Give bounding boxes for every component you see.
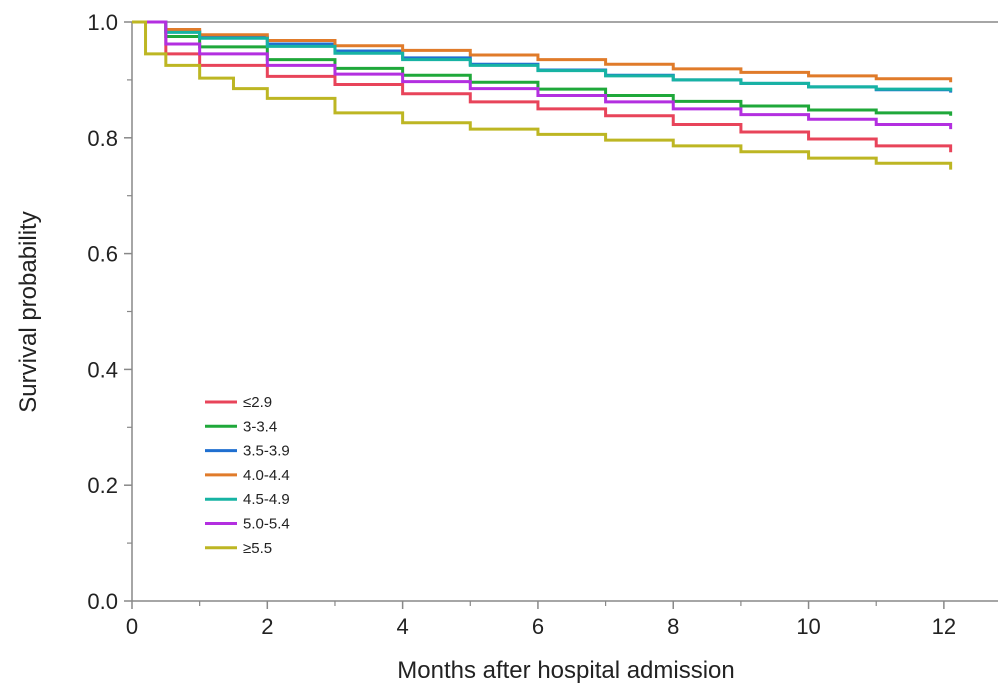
y-tick-label: 1.0: [87, 10, 118, 35]
legend-label: 3-3.4: [243, 418, 277, 435]
x-tick-label: 10: [796, 614, 820, 639]
legend-label: 5.0-5.4: [243, 516, 290, 533]
y-tick-label: 0.2: [87, 473, 118, 498]
x-axis: 0 2 4 6 8 10 12: [126, 601, 956, 639]
series-line-2: [132, 20, 953, 93]
legend-label: ≥5.5: [243, 540, 272, 557]
series-line-4: [132, 20, 953, 92]
y-tick-label: 0.6: [87, 242, 118, 267]
x-tick-label: 0: [126, 614, 138, 639]
legend-label: ≤2.9: [243, 394, 272, 411]
series-line-3: [132, 20, 953, 83]
x-tick-label: 4: [397, 614, 409, 639]
legend-label: 4.5-4.9: [243, 491, 290, 508]
legend-label: 4.0-4.4: [243, 467, 290, 484]
legend: ≤2.9 3-3.4 3.5-3.9 4.0-4.4 4.5-4.9 5.0-5.4 ≥5.…: [205, 394, 290, 557]
series-lines: [132, 20, 953, 170]
y-axis: 0.0 0.2 0.4 0.6 0.8 1.0: [87, 10, 132, 614]
x-tick-label: 8: [667, 614, 679, 639]
x-axis-title: Months after hospital admission: [397, 657, 735, 684]
series-line-6: [132, 20, 953, 170]
series-line-0: [132, 20, 953, 153]
y-tick-label: 0.8: [87, 126, 118, 151]
series-line-1: [132, 20, 953, 116]
series-line-5: [132, 20, 953, 130]
x-tick-label: 2: [261, 614, 273, 639]
y-axis-title: Survival probability: [15, 211, 42, 412]
x-tick-label: 6: [532, 614, 544, 639]
x-tick-label: 12: [932, 614, 956, 639]
legend-label: 3.5-3.9: [243, 443, 290, 460]
y-tick-label: 0.4: [87, 357, 118, 382]
y-tick-label: 0.0: [87, 589, 118, 614]
